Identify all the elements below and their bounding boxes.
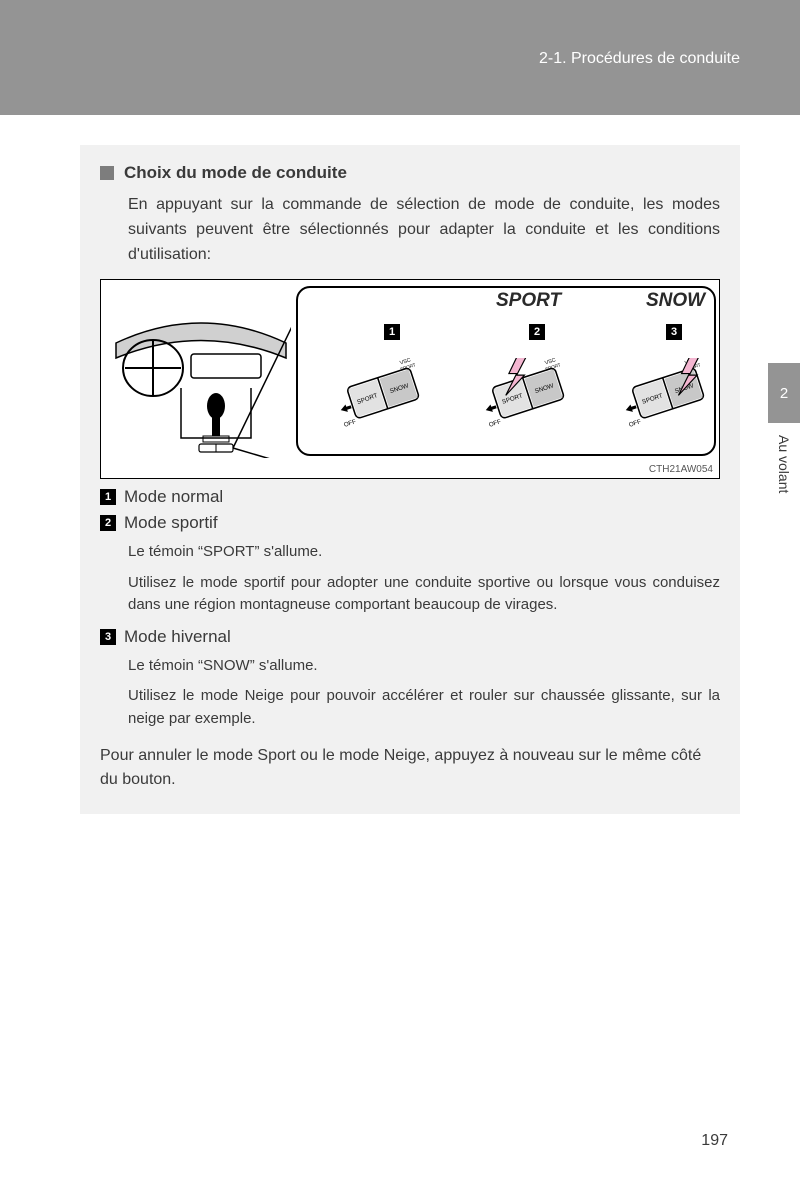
mode-3-indicator: Le témoin “SNOW” s'allume. xyxy=(128,655,720,678)
side-tab-label: Au volant xyxy=(776,435,792,493)
mode-3-label: Mode hivernal xyxy=(124,627,231,647)
mode-1-label: Mode normal xyxy=(124,487,223,507)
diagram-marker-2: 2 xyxy=(529,324,545,340)
breadcrumb: 2-1. Procédures de conduite xyxy=(539,50,740,68)
svg-text:OFF: OFF xyxy=(343,419,357,429)
dashboard-sketch xyxy=(111,298,291,458)
mode-2-label: Mode sportif xyxy=(124,513,218,533)
mode-1-marker: 1 xyxy=(100,489,116,505)
mode-1-row: 1 Mode normal xyxy=(100,487,720,507)
rocker-switch-sport: SPORT SNOW VSC SPORT OFF xyxy=(476,358,576,428)
diagram-label-sport: SPORT xyxy=(496,290,561,312)
diagram-marker-1: 1 xyxy=(384,324,400,340)
svg-text:OFF: OFF xyxy=(488,419,502,429)
mode-3-row: 3 Mode hivernal xyxy=(100,627,720,647)
page-number: 197 xyxy=(701,1132,728,1150)
diagram-reference-code: CTH21AW054 xyxy=(649,464,713,475)
diagram: SPORT SNOW 1 2 3 SPORT SNOW VSC SPORT OF… xyxy=(100,279,720,479)
intro-text: En appuyant sur la commande de sélection… xyxy=(128,193,720,267)
mode-2-marker: 2 xyxy=(100,515,116,531)
section-title-row: Choix du mode de conduite xyxy=(100,163,720,183)
rocker-switch-snow: SPORT SNOW VSC SPORT OFF xyxy=(616,358,716,428)
side-tab-chapter: 2 xyxy=(768,363,800,423)
section-title: Choix du mode de conduite xyxy=(124,163,347,183)
mode-2-description: Utilisez le mode sportif pour adopter un… xyxy=(128,572,720,617)
header-bar: 2-1. Procédures de conduite xyxy=(0,0,800,115)
cancel-note: Pour annuler le mode Sport ou le mode Ne… xyxy=(100,744,720,792)
page-body: Choix du mode de conduite En appuyant su… xyxy=(0,115,800,814)
chapter-number: 2 xyxy=(780,385,788,402)
mode-3-marker: 3 xyxy=(100,629,116,645)
rocker-switch-normal: SPORT SNOW VSC SPORT OFF xyxy=(331,358,431,428)
mode-3-description: Utilisez le mode Neige pour pouvoir accé… xyxy=(128,685,720,730)
content-box: Choix du mode de conduite En appuyant su… xyxy=(80,145,740,814)
mode-2-row: 2 Mode sportif xyxy=(100,513,720,533)
diagram-marker-3: 3 xyxy=(666,324,682,340)
svg-text:OFF: OFF xyxy=(628,419,642,429)
diagram-label-snow: SNOW xyxy=(646,290,705,312)
square-bullet-icon xyxy=(100,166,114,180)
mode-2-indicator: Le témoin “SPORT” s'allume. xyxy=(128,541,720,564)
